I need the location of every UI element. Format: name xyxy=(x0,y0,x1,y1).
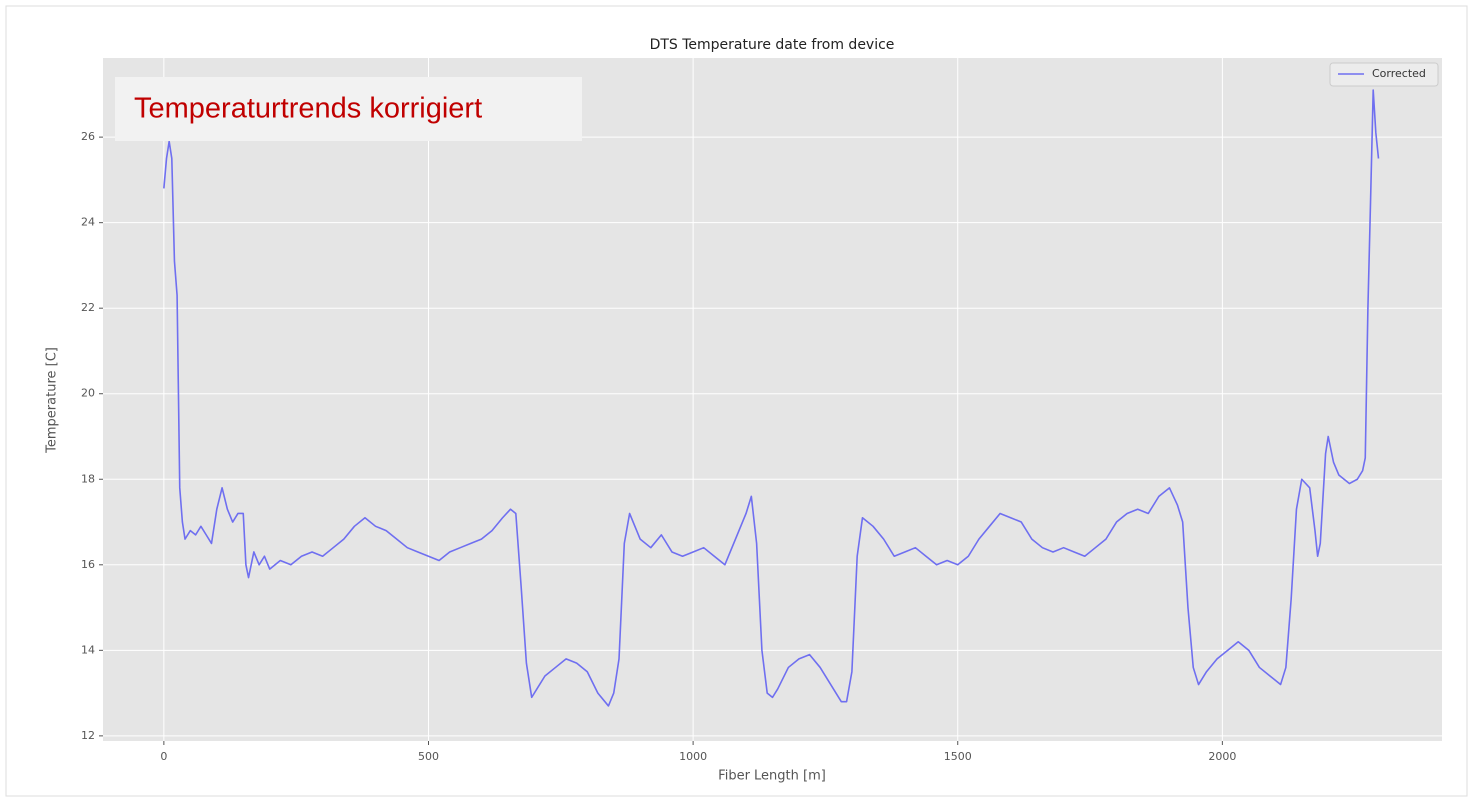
legend-label: Corrected xyxy=(1372,67,1426,80)
y-tick-label: 20 xyxy=(81,387,95,400)
y-axis-label: Temperature [C] xyxy=(45,347,60,454)
y-tick-label: 24 xyxy=(81,216,95,229)
legend: Corrected xyxy=(1329,62,1439,87)
y-tick-label: 14 xyxy=(81,643,95,656)
y-tick-label: 22 xyxy=(81,301,95,314)
annotation: Temperaturtrends korrigiert xyxy=(134,93,482,125)
x-tick-label: 2000 xyxy=(1208,750,1236,763)
annotation-box xyxy=(115,77,582,141)
y-tick-label: 16 xyxy=(81,558,95,571)
x-tick-label: 0 xyxy=(160,750,167,763)
plot-area xyxy=(103,58,1442,741)
x-tick-label: 500 xyxy=(418,750,439,763)
marks xyxy=(163,89,1380,707)
y-tick-label: 26 xyxy=(81,130,95,143)
x-tick-label: 1500 xyxy=(944,750,972,763)
y-tick-label: 18 xyxy=(81,472,95,485)
chart-title: DTS Temperature date from device xyxy=(650,37,895,53)
y-tick-label: 12 xyxy=(81,729,95,742)
legend-box xyxy=(1329,62,1439,87)
x-axis-label: Fiber Length [m] xyxy=(718,769,826,784)
x-tick-label: 1000 xyxy=(679,750,707,763)
data-line xyxy=(163,89,1380,707)
